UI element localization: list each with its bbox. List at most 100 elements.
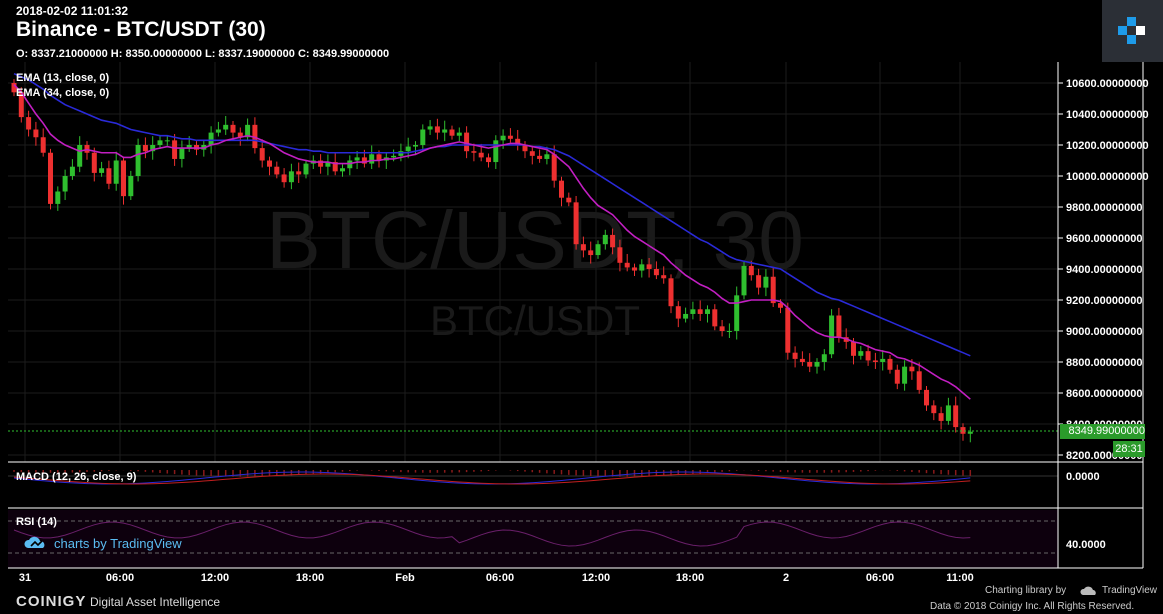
tradingview-badge-text: charts by TradingView (54, 535, 182, 551)
candle-body (288, 171, 294, 183)
candle-body (807, 362, 813, 367)
candle-body (113, 160, 119, 184)
watermark-big: BTC/USDT, 30 (266, 195, 804, 286)
candle-body (544, 154, 550, 159)
candle-body (259, 148, 265, 161)
y-tick-label: 9200.00000000 (1066, 295, 1142, 307)
tradingview-cloud-icon (1080, 586, 1096, 595)
candle-body (48, 152, 53, 204)
ema34-legend[interactable]: EMA (34, close, 0) (16, 87, 110, 99)
candle-body (69, 166, 75, 176)
y-tick-label: 9800.00000000 (1066, 202, 1142, 214)
candle-body (836, 315, 842, 338)
candle-body (632, 267, 637, 271)
candle-body (296, 171, 302, 175)
x-tick-label: 06:00 (106, 572, 134, 584)
candle-body (639, 264, 645, 271)
candle-body (303, 163, 309, 175)
candle-body (471, 151, 477, 153)
candle-body (661, 275, 667, 279)
x-tick-label: 2 (783, 572, 789, 584)
x-axis-ticks: 31 06:00 12:00 18:00 Feb 06:00 12:00 18:00 2 06:0… (19, 572, 974, 584)
tradingview-badge[interactable]: charts by TradingView (24, 535, 182, 551)
candle-body (40, 137, 46, 153)
candle-body (281, 174, 287, 183)
rsi-axis-label: 40.0000 (1066, 539, 1106, 551)
x-tick-label: 12:00 (201, 572, 229, 584)
candle-body (507, 135, 513, 139)
candle-body (712, 309, 718, 327)
candle-body (493, 140, 499, 163)
candle-body (62, 176, 68, 192)
x-tick-label: Feb (395, 572, 415, 584)
candle-body (376, 154, 382, 161)
candle-body (245, 124, 251, 138)
y-tick-label: 9000.00000000 (1066, 326, 1142, 338)
candle-body (442, 129, 448, 133)
macd-signal (13, 473, 971, 485)
candle-body (26, 117, 32, 130)
candle-body (726, 331, 732, 332)
candle-body (223, 124, 229, 130)
y-tick-label: 8600.00000000 (1066, 388, 1142, 400)
candle-body (230, 124, 236, 133)
candle-body (668, 278, 674, 307)
candle-body (91, 152, 97, 173)
candle-body (369, 154, 375, 164)
candle-body (785, 307, 791, 353)
rsi-pane (8, 510, 1058, 568)
y-tick-label: 10000.00000000 (1066, 171, 1149, 183)
candle-body (624, 262, 630, 268)
coinigy-logo-icon[interactable] (1102, 0, 1163, 62)
candle-body (909, 366, 915, 372)
candle-body (792, 352, 798, 359)
candle-body (500, 135, 506, 141)
candle-body (945, 405, 951, 421)
candle-body (821, 354, 827, 362)
candle-body (858, 351, 864, 356)
candle-body (617, 247, 623, 263)
candle-body (515, 138, 521, 145)
candle-body (799, 358, 805, 362)
candle-body (610, 234, 616, 248)
candle-body (150, 145, 156, 152)
candle-body (55, 191, 61, 204)
candle-body (274, 166, 280, 175)
candle-body (522, 145, 528, 152)
footer-library-note: Charting library by (985, 585, 1067, 596)
candle-body (237, 132, 243, 138)
ema34-line (13, 72, 971, 357)
candle-body (646, 264, 652, 269)
footer-tradingview-link[interactable]: TradingView (1080, 585, 1157, 596)
candle-body (595, 244, 601, 256)
macd-legend[interactable]: MACD (12, 26, close, 9) (16, 471, 137, 483)
candle-body (829, 315, 835, 355)
y-tick-label: 9400.00000000 (1066, 264, 1142, 276)
candle-body (690, 309, 696, 314)
candle-body (705, 309, 710, 314)
cloud-icon (24, 536, 45, 548)
candle-body (902, 366, 908, 384)
candle-body (325, 162, 331, 167)
candle-body (967, 431, 973, 434)
candle-body (924, 389, 929, 406)
candle-body (778, 303, 783, 308)
candle-body (653, 269, 659, 276)
candle-body (172, 140, 178, 159)
ema13-line (13, 84, 971, 400)
y-tick-label: 10600.00000000 (1066, 78, 1149, 90)
x-tick-label: 11:00 (946, 572, 974, 584)
footer-tagline: Digital Asset Intelligence (90, 595, 221, 609)
candle-body (33, 129, 39, 138)
candle-body (361, 157, 367, 164)
rsi-legend[interactable]: RSI (14) (16, 516, 57, 528)
ema-lines (13, 72, 971, 400)
y-axis-ticks: 10600.00000000 10400.00000000 10200.000000… (1058, 78, 1149, 551)
candle-body (340, 168, 345, 172)
candle-body (559, 180, 564, 198)
candle-body (916, 371, 922, 390)
ema13-legend[interactable]: EMA (13, close, 0) (16, 72, 110, 84)
footer-brand: COINIGY (16, 593, 87, 610)
candle-body (741, 265, 747, 296)
